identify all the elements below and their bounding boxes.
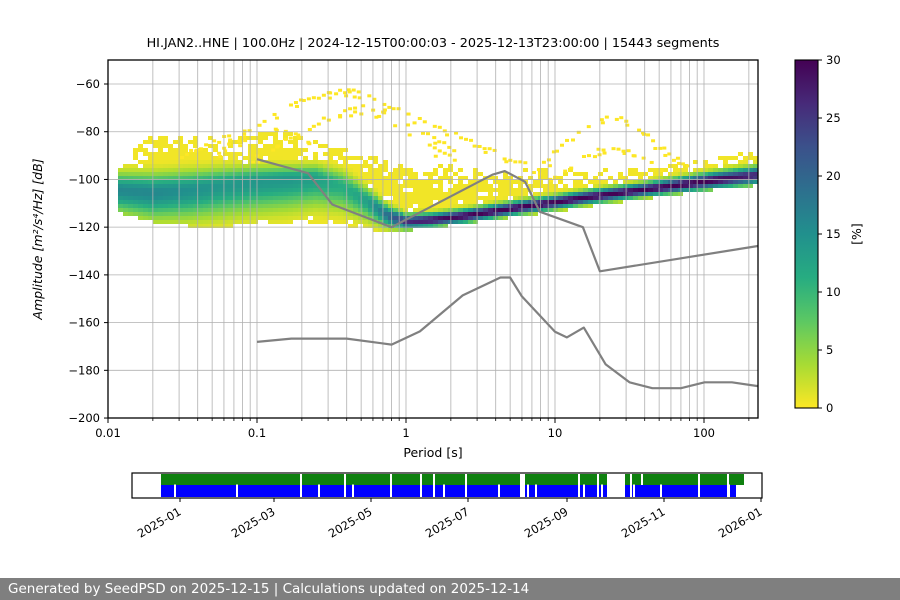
y-tick-label: −140 [68, 268, 100, 282]
footer-bar: Generated by SeedPSD on 2025-12-15 | Cal… [0, 578, 900, 600]
nhnm-line [256, 158, 758, 273]
timeline-tick-label: 2025-11 [619, 504, 668, 540]
x-tick-label: 10 [548, 426, 563, 440]
x-tick-label: 1 [402, 426, 409, 440]
y-tick-label: −160 [68, 316, 100, 330]
colorbar: 0 5 10 15 20 25 30 [%] [794, 53, 864, 415]
x-tick-label: 100 [693, 426, 715, 440]
chart-title: HI.JAN2..HNE | 100.0Hz | 2024-12-15T00:0… [147, 36, 720, 51]
colorbar-tick-label: 0 [826, 401, 833, 415]
y-tick-label: −120 [68, 220, 100, 234]
axes-ticks-and-labels: 0.01 0.1 1 10 100 −60 −80 −100 −120 −140 −160 −180 −… [68, 77, 750, 440]
timeline-tick-label: 2025-09 [522, 504, 571, 540]
colorbar-tick-label: 30 [826, 53, 841, 67]
y-tick-label: −60 [76, 77, 100, 91]
x-tick-label: 0.01 [95, 426, 121, 440]
ppsd-plot-svg: HI.JAN2..HNE | 100.0Hz | 2024-12-15T00:0… [30, 36, 864, 541]
colorbar-tick-label: 20 [826, 169, 841, 183]
colorbar-tick-label: 5 [826, 343, 833, 357]
plot-gridlines [108, 60, 758, 418]
peterson-noise-model-lines [256, 158, 758, 390]
y-tick-label: −100 [68, 172, 100, 186]
data-availability-timeline: 2025-01 2025-03 2025-05 2025-07 2025-09 2025-… [131, 472, 765, 541]
coverage-row-green [161, 474, 744, 485]
timeline-tick-label: 2025-05 [326, 504, 375, 540]
ppsd-speckle-arcs [180, 88, 690, 182]
colorbar-tick-label: 10 [826, 285, 841, 299]
y-tick-label: −80 [76, 125, 100, 139]
colorbar-tick-label: 25 [826, 111, 841, 125]
nlnm-line [256, 276, 758, 390]
y-axis-label: Amplitude [m²/s⁴/Hz] [dB] [30, 158, 45, 320]
x-tick-label: 0.1 [248, 426, 266, 440]
x-axis-label: Period [s] [403, 445, 462, 460]
coverage-row-blue [161, 485, 736, 497]
timeline-tick-label: 2025-03 [229, 504, 278, 540]
y-tick-label: −200 [68, 411, 100, 425]
colorbar-gradient [794, 59, 819, 409]
timeline-tick-label: 2026-01 [716, 504, 765, 540]
timeline-tick-label: 2025-07 [423, 504, 472, 540]
footer-text: Generated by SeedPSD on 2025-12-15 | Cal… [8, 581, 530, 597]
plot-border [107, 59, 759, 419]
y-tick-label: −180 [68, 363, 100, 377]
colorbar-tick-label: 15 [826, 227, 841, 241]
colorbar-ticks: 0 5 10 15 20 25 30 [818, 53, 841, 415]
timeline-tick-label: 2025-01 [135, 504, 184, 540]
colorbar-label: [%] [849, 223, 864, 245]
